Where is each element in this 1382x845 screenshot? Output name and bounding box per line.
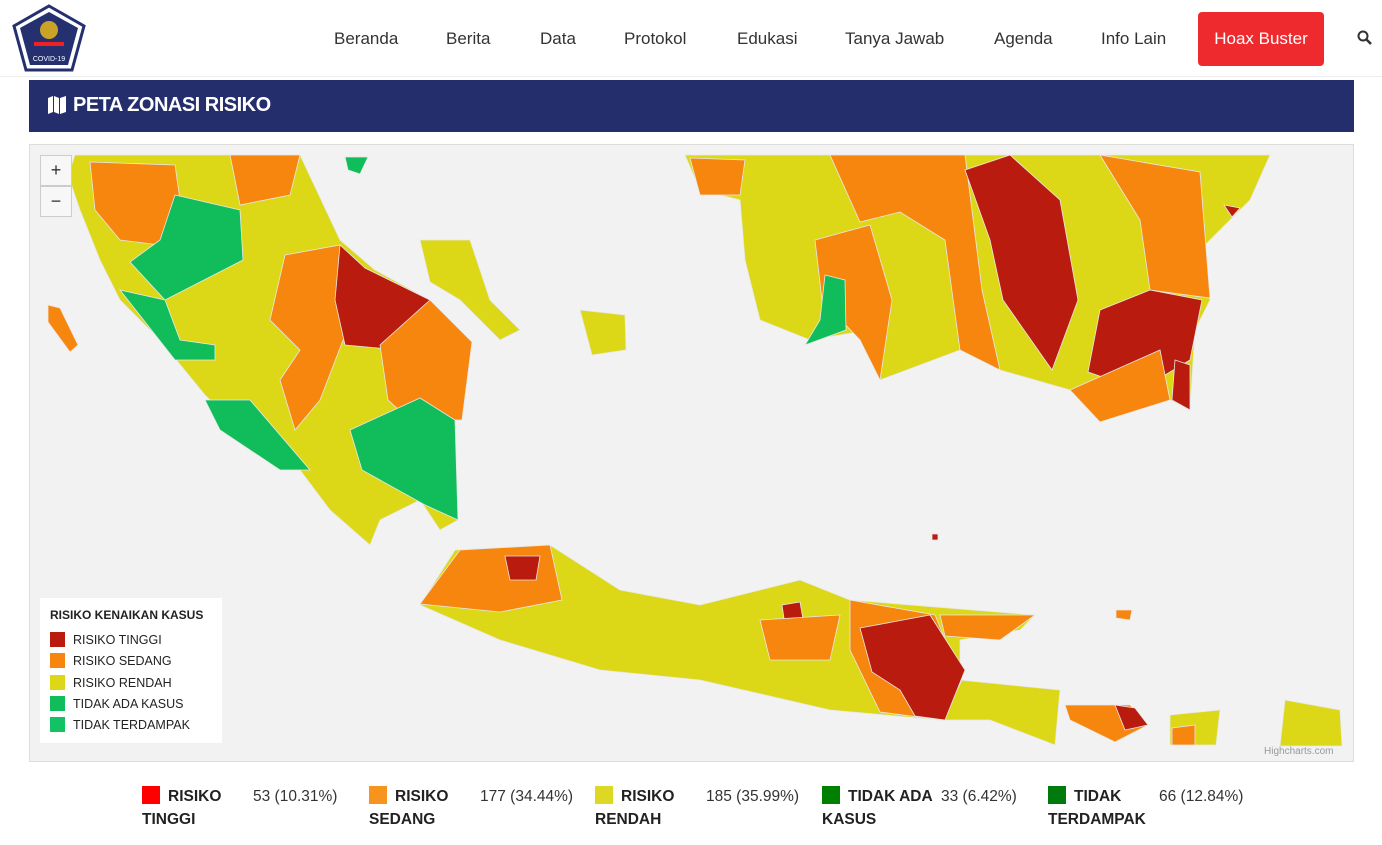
- legend-label: RISIKO TINGGI: [73, 633, 162, 647]
- nav-link[interactable]: Edukasi: [737, 29, 798, 48]
- legend-swatch: [50, 675, 65, 690]
- stat-label: RISIKO SEDANG: [369, 788, 449, 828]
- stat-value: 33 (6.42%): [941, 788, 1017, 805]
- zoom-in[interactable]: +: [40, 155, 72, 186]
- section-title: PETA ZONASI RISIKO: [73, 94, 271, 116]
- stat-value: 53 (10.31%): [253, 788, 338, 805]
- stat-swatch: [595, 786, 613, 804]
- section-header: PETA ZONASI RISIKO: [29, 80, 1354, 132]
- logo-text: COVID-19: [33, 56, 65, 63]
- stat-label: TIDAK ADA KASUS: [822, 788, 933, 828]
- stat-swatch: [822, 786, 840, 804]
- map[interactable]: [29, 144, 1354, 762]
- nav-link[interactable]: Berita: [446, 29, 491, 48]
- stat-label: TIDAK TERDAMPAK: [1048, 788, 1146, 828]
- legend-label: TIDAK ADA KASUS: [73, 697, 184, 711]
- nav-link[interactable]: Info Lain: [1101, 29, 1167, 48]
- stat-swatch: [142, 786, 160, 804]
- stat-swatch: [1048, 786, 1066, 804]
- legend-item[interactable]: RISIKO RENDAH: [50, 675, 172, 690]
- map-legend: RISIKO KENAIKAN KASUS RISIKO TINGGI RISI…: [40, 598, 222, 743]
- hoax-button[interactable]: Hoax Buster: [1198, 12, 1324, 66]
- stat-value: 177 (34.44%): [480, 788, 574, 805]
- nav-link[interactable]: Data: [540, 29, 576, 48]
- legend-swatch: [50, 717, 65, 732]
- stat-label: RISIKO RENDAH: [595, 788, 675, 828]
- legend-item[interactable]: RISIKO TINGGI: [50, 632, 162, 647]
- stat-label: RISIKO TINGGI: [142, 788, 222, 828]
- legend-label: TIDAK TERDAMPAK: [73, 718, 190, 732]
- legend-label: RISIKO RENDAH: [73, 676, 172, 690]
- stat-item: RISIKO RENDAH 185 (35.99%): [595, 785, 821, 835]
- nav-link[interactable]: Agenda: [994, 29, 1053, 48]
- nav-link[interactable]: Beranda: [334, 29, 399, 48]
- legend-title: RISIKO KENAIKAN KASUS: [50, 608, 204, 622]
- legend-swatch: [50, 632, 65, 647]
- zoom-out[interactable]: −: [40, 186, 72, 217]
- legend-swatch: [50, 653, 65, 668]
- legend-swatch: [50, 696, 65, 711]
- map-regions: [47, 154, 1343, 747]
- stat-item: RISIKO TINGGI 53 (10.31%): [142, 785, 368, 835]
- stat-item: TIDAK TERDAMPAK 66 (12.84%): [1048, 785, 1274, 835]
- nav-link[interactable]: Protokol: [624, 29, 687, 48]
- stat-item: TIDAK ADA KASUS 33 (6.42%): [822, 785, 1048, 835]
- stat-value: 185 (35.99%): [706, 788, 800, 805]
- legend-item[interactable]: TIDAK TERDAMPAK: [50, 717, 190, 732]
- map-icon: [48, 96, 66, 114]
- legend-label: RISIKO SEDANG: [73, 654, 172, 668]
- legend-item[interactable]: TIDAK ADA KASUS: [50, 696, 183, 711]
- stat-item: RISIKO SEDANG 177 (34.44%): [369, 785, 595, 835]
- legend-item[interactable]: RISIKO SEDANG: [50, 653, 172, 668]
- nav-divider: [0, 76, 1382, 77]
- logo: COVID-19: [12, 4, 86, 72]
- stat-value: 66 (12.84%): [1159, 788, 1244, 805]
- map-credit[interactable]: Highcharts.com: [1264, 746, 1334, 757]
- search-icon[interactable]: [1357, 30, 1373, 46]
- stat-swatch: [369, 786, 387, 804]
- nav-link[interactable]: Tanya Jawab: [845, 29, 945, 48]
